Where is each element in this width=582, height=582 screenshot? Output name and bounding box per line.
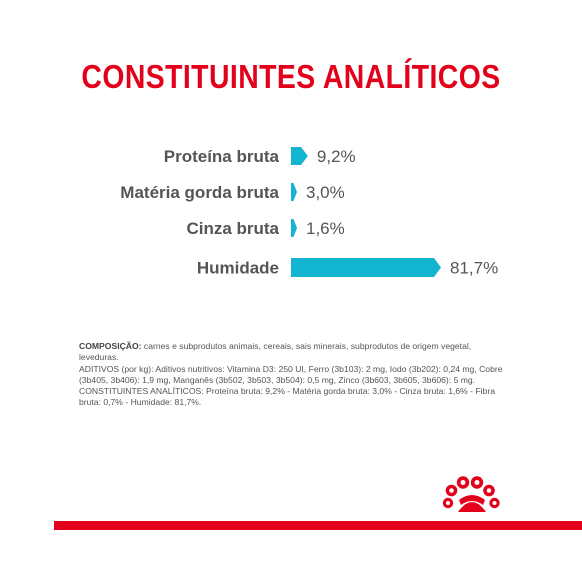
value-label-proteina-bruta: 9,2% [317, 147, 356, 166]
composition-paragraph: COMPOSIÇÃO: carnes e subprodutos animais… [79, 341, 509, 364]
category-label-humidade: Humidade [197, 259, 279, 278]
value-label-humidade: 81,7% [450, 259, 498, 278]
bar-chart: Proteína bruta 9,2% Matéria gorda bruta 3,0… [120, 147, 498, 278]
value-label-cinza-bruta: 1,6% [306, 219, 345, 238]
category-label-materia-gorda-bruta: Matéria gorda bruta [120, 183, 279, 202]
additives-paragraph: ADITIVOS (por kg): Aditivos nutritivos: … [79, 363, 503, 385]
composition-heading: COMPOSIÇÃO: [79, 341, 142, 351]
bar-cinza-bruta [291, 219, 297, 237]
value-label-materia-gorda-bruta: 3,0% [306, 183, 345, 202]
brand-red-bar [54, 521, 582, 530]
chart-title: CONSTITUINTES ANALÍTICOS [81, 58, 501, 95]
category-label-cinza-bruta: Cinza bruta [186, 219, 279, 238]
composition-text: COMPOSIÇÃO: carnes e subprodutos animais… [79, 341, 509, 409]
bar-humidade [291, 258, 441, 277]
bar-materia-gorda-bruta [291, 183, 297, 201]
bar-proteina-bruta [291, 147, 308, 165]
royal-canin-crown-icon [442, 476, 500, 512]
category-label-proteina-bruta: Proteína bruta [164, 147, 280, 166]
analytical-paragraph: CONSTITUINTES ANALÍTICOS: Proteína bruta… [79, 386, 495, 408]
composition-ingredients: carnes e subprodutos animais, cereais, s… [79, 341, 472, 363]
